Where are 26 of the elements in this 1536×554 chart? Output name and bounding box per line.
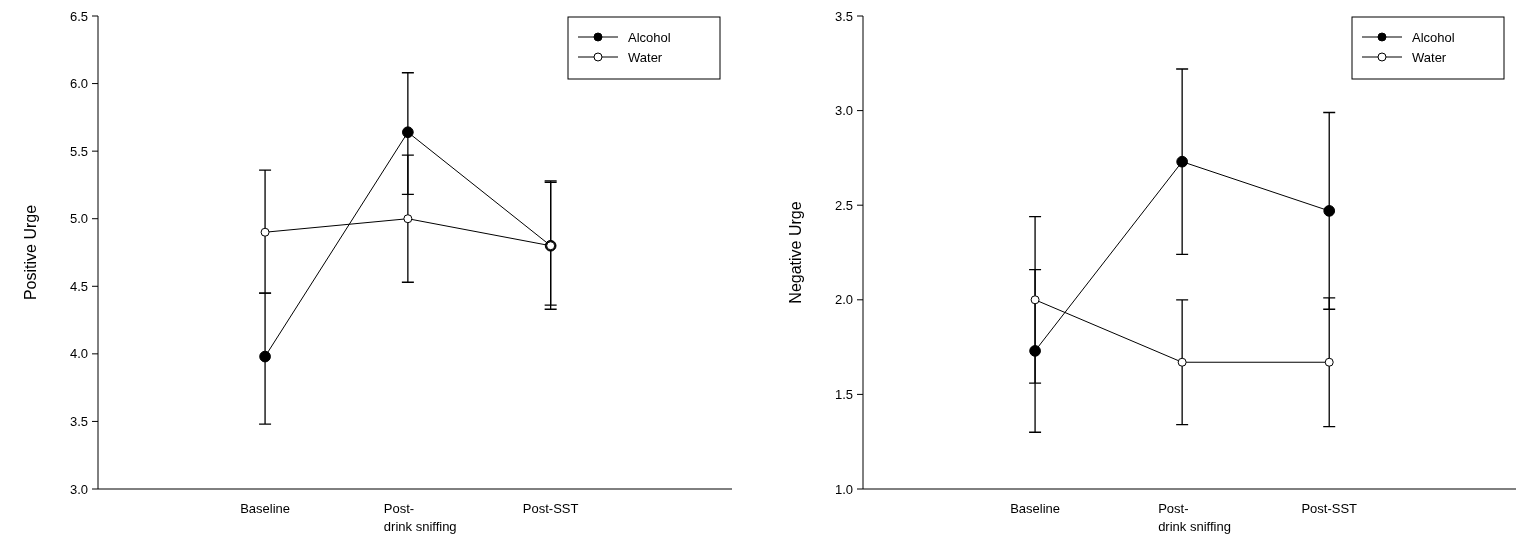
y-tick-label: 6.5 [69,8,88,24]
x-tick-label: Post-SST [522,501,579,516]
x-tick-label: Post-SST [1301,501,1358,516]
x-tick-label: Baseline [240,501,291,516]
y-axis-title: Positive Urge [22,204,39,301]
x-tick-label: Baseline [1010,501,1061,516]
y-tick-label: 2.0 [834,292,853,308]
y-tick-label: 3.0 [834,103,853,119]
y-tick-label: 5.0 [69,211,88,227]
x-tick-label: Post- drink sniffing [1158,501,1231,534]
legend-label: Water [1412,49,1447,65]
y-tick-label: 3.5 [834,8,853,24]
y-axis-title: Negative Urge [787,201,804,304]
legend-label: Water [628,49,663,65]
y-tick-label: 4.0 [69,346,88,362]
legend-label: Alcohol [1412,29,1455,45]
y-tick-label: 3.0 [69,481,88,497]
y-tick-label: 5.5 [69,143,88,159]
y-tick-label: 2.5 [834,197,853,213]
y-tick-label: 1.0 [834,481,853,497]
y-tick-label: 1.5 [834,386,853,402]
legend-label: Alcohol [628,29,671,45]
y-tick-label: 6.0 [69,76,88,92]
x-tick-label: Post- drink sniffing [383,501,457,534]
y-tick-label: 3.5 [69,413,88,429]
y-tick-label: 4.5 [69,278,88,294]
